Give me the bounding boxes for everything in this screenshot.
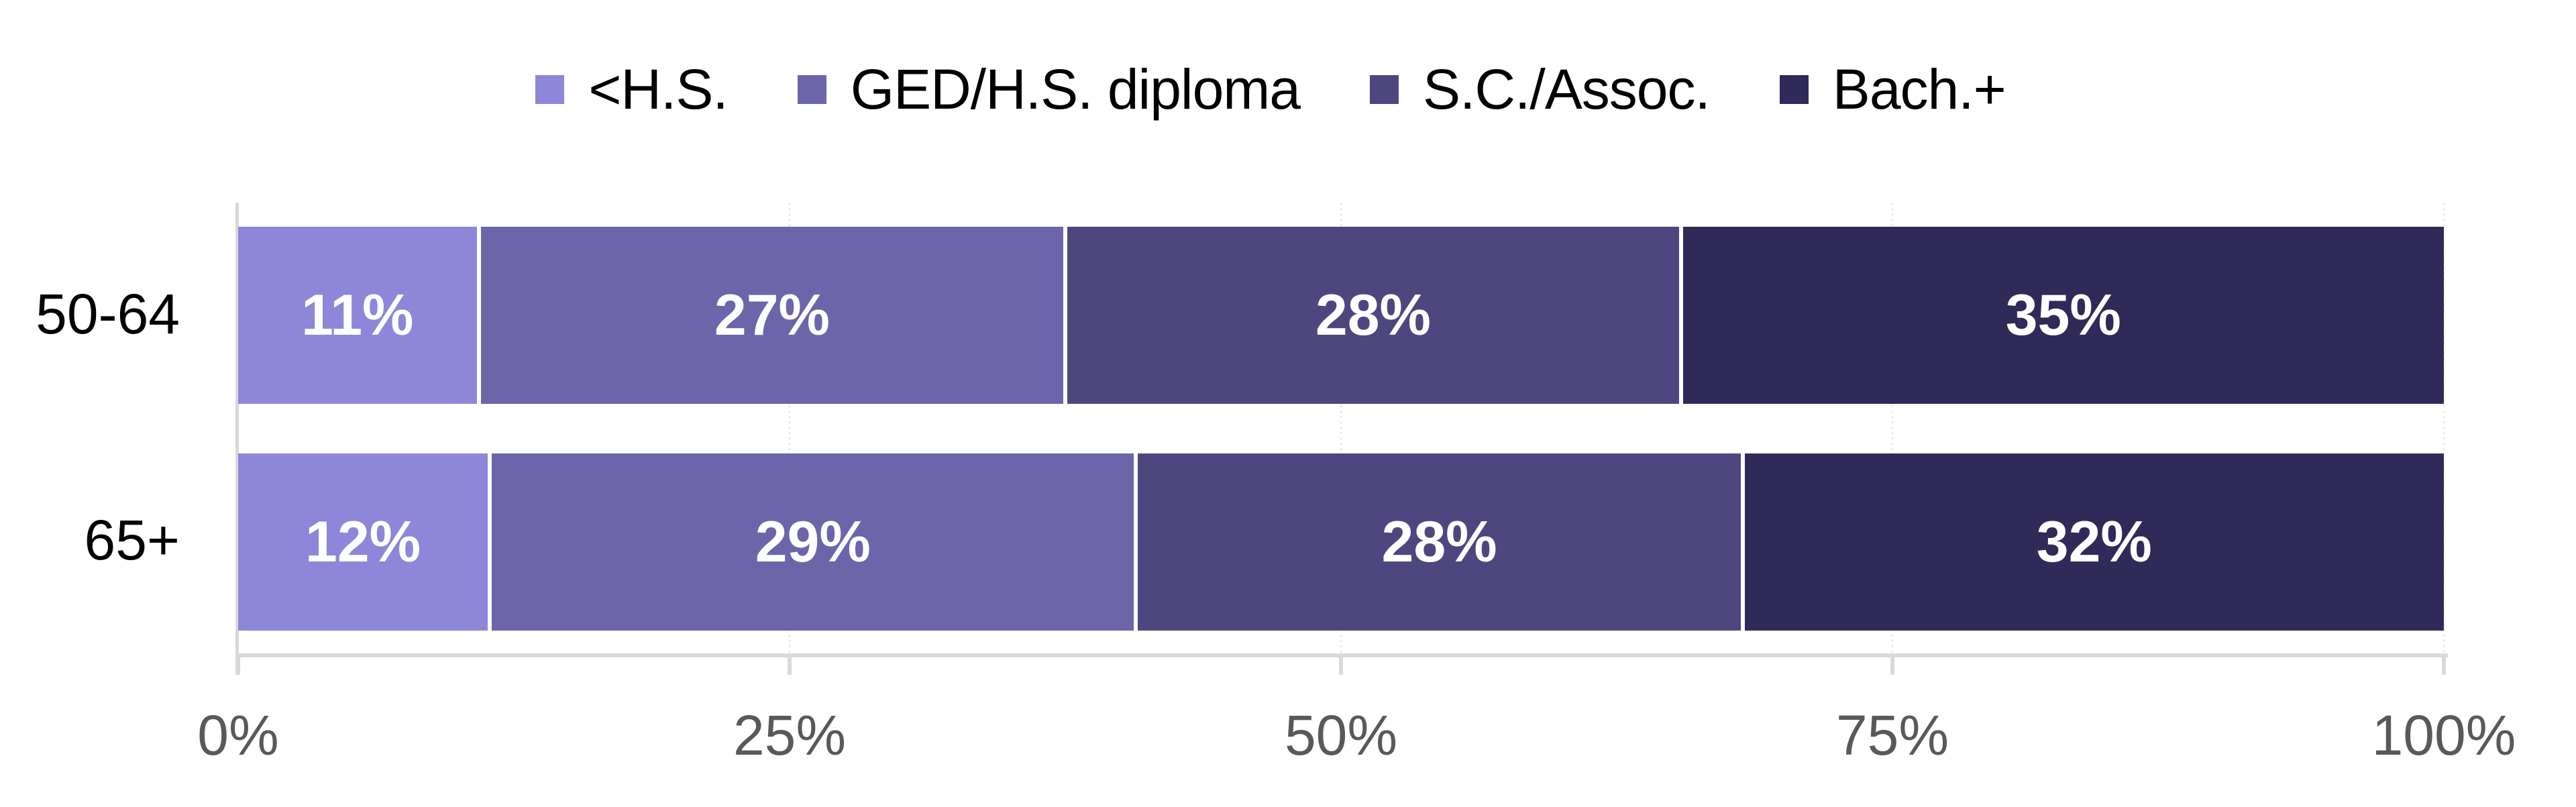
bar-segment[interactable]: 28% (1067, 227, 1683, 404)
x-tick-label: 50% (1284, 704, 1398, 767)
data-label: 28% (1381, 510, 1497, 574)
x-tick-75 (1890, 653, 1894, 675)
legend-label: S.C./Assoc. (1423, 57, 1711, 121)
legend-item-less-than-hs: <H.S. (535, 57, 729, 122)
data-label: 27% (714, 283, 830, 347)
gridline-100 (2443, 203, 2445, 653)
bar-segment[interactable]: 27% (480, 227, 1068, 404)
x-tick-label: 0% (197, 704, 279, 767)
x-tick-100 (2442, 653, 2446, 675)
x-tick-25 (788, 653, 792, 675)
bar-row-65-plus: 12% 29% 28% 32% (238, 453, 2444, 631)
gridline-25 (788, 203, 791, 653)
chart-legend: <H.S. GED/H.S. diploma S.C./Assoc. Bach.… (0, 52, 2576, 126)
legend-swatch-icon (1370, 74, 1399, 104)
bar-segment[interactable]: 35% (1682, 227, 2444, 404)
legend-item-sc-assoc: S.C./Assoc. (1370, 57, 1711, 122)
legend-label: GED/H.S. diploma (850, 57, 1301, 121)
legend-swatch-icon (535, 74, 565, 104)
data-label: 35% (2005, 283, 2121, 347)
y-axis-line (235, 203, 239, 675)
bar-segment[interactable]: 12% (238, 453, 492, 631)
x-tick-0 (236, 653, 240, 675)
data-label: 28% (1315, 283, 1431, 347)
data-label: 11% (301, 283, 414, 347)
x-tick-50 (1339, 653, 1343, 675)
x-tick-label: 100% (2371, 704, 2516, 767)
bar-segment[interactable]: 29% (492, 453, 1138, 631)
legend-item-ged-hs-diploma: GED/H.S. diploma (797, 57, 1301, 122)
data-label: 29% (755, 510, 871, 574)
bar-row-50-64: 11% 27% 28% 35% (238, 227, 2444, 404)
bar-segment[interactable]: 32% (1744, 453, 2444, 631)
bar-segment[interactable]: 28% (1138, 453, 1745, 631)
legend-label: Bach.+ (1832, 57, 2006, 121)
legend-swatch-icon (1779, 74, 1809, 104)
data-label: 32% (2036, 510, 2152, 574)
data-label: 12% (305, 510, 421, 574)
gridline-75 (1891, 203, 1894, 653)
legend-item-bach-plus: Bach.+ (1779, 57, 2006, 122)
legend-swatch-icon (797, 74, 826, 104)
legend-label: <H.S. (588, 57, 728, 121)
category-label-65-plus: 65+ (84, 508, 180, 572)
x-tick-label: 25% (733, 704, 847, 767)
x-tick-label: 75% (1835, 704, 1949, 767)
gridline-50 (1340, 203, 1342, 653)
bar-segment[interactable]: 11% (238, 227, 481, 404)
category-label-50-64: 50-64 (36, 282, 180, 345)
